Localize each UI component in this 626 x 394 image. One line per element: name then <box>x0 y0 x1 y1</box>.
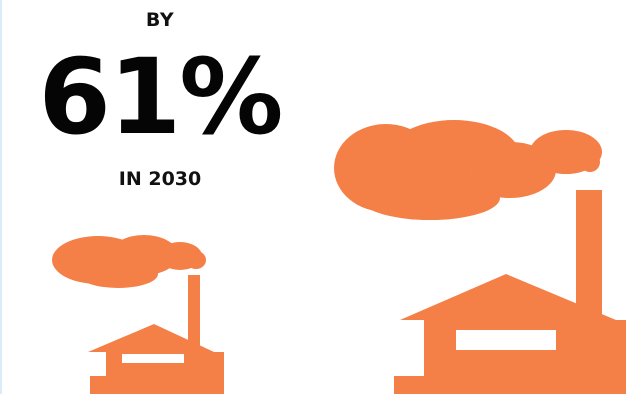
large-factory-icon <box>334 120 626 394</box>
stat-percentage: 61% <box>38 36 284 158</box>
small-factory-icon <box>52 235 224 394</box>
stat-prefix: BY <box>145 9 175 31</box>
stat-year: IN 2030 <box>118 168 202 190</box>
left-border <box>0 0 2 394</box>
